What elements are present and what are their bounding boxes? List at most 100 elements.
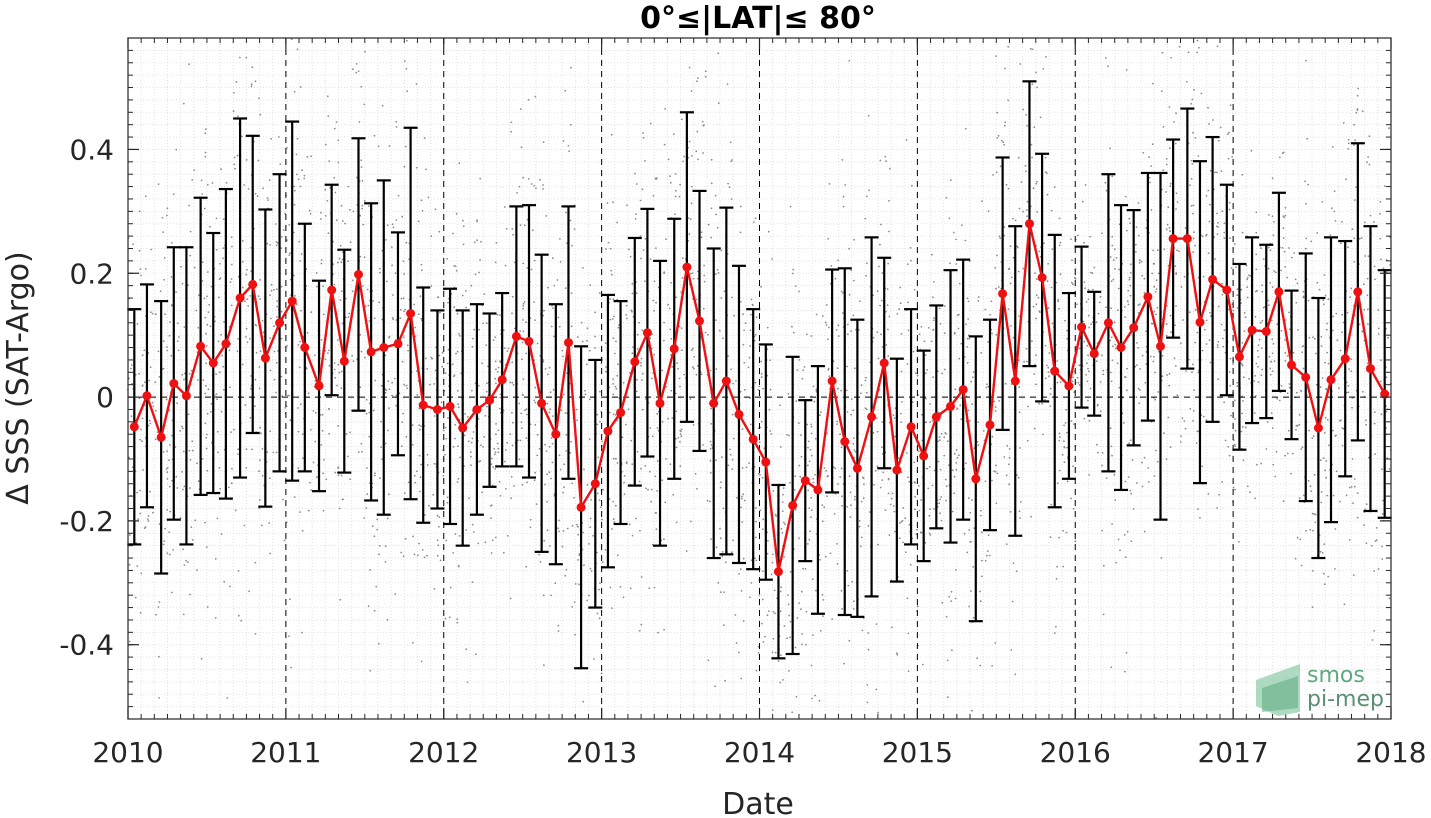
scatter-point [994, 642, 997, 644]
scatter-point [927, 487, 930, 490]
scatter-point [850, 413, 852, 416]
scatter-point [1066, 329, 1068, 332]
scatter-point [506, 534, 509, 537]
scatter-point [456, 312, 459, 315]
scatter-point [638, 629, 641, 632]
scatter-point [879, 159, 882, 162]
scatter-point [827, 238, 830, 240]
scatter-point [821, 520, 824, 523]
scatter-point [1356, 94, 1359, 97]
scatter-point [1101, 354, 1103, 357]
scatter-point [1313, 513, 1316, 515]
mean-point [590, 479, 600, 489]
scatter-point [1229, 384, 1232, 387]
x-tick-label: 2012 [408, 736, 479, 769]
scatter-point [162, 543, 165, 546]
scatter-point [750, 313, 752, 316]
scatter-point [384, 561, 387, 563]
scatter-point [1039, 116, 1042, 119]
scatter-point [1254, 497, 1256, 500]
scatter-point [257, 159, 260, 162]
scatter-point [840, 589, 843, 592]
scatter-point [1200, 92, 1203, 95]
scatter-point [351, 290, 354, 293]
scatter-point [612, 393, 615, 396]
scatter-point [924, 372, 927, 375]
scatter-point [656, 490, 658, 492]
scatter-point [757, 645, 760, 648]
scatter-point [1092, 288, 1094, 291]
scatter-point [876, 430, 879, 433]
scatter-point [795, 695, 798, 698]
scatter-point [714, 685, 716, 688]
scatter-point [1017, 270, 1020, 273]
scatter-point [237, 448, 240, 451]
scatter-point [1234, 429, 1237, 432]
scatter-point [315, 272, 318, 274]
scatter-point [767, 539, 769, 542]
scatter-point [625, 317, 628, 320]
scatter-point [631, 352, 634, 355]
scatter-point [1139, 368, 1141, 370]
scatter-point [894, 530, 896, 533]
scatter-point [522, 319, 524, 321]
scatter-point [565, 568, 568, 571]
scatter-point [254, 80, 257, 83]
scatter-point [204, 155, 207, 158]
scatter-point [447, 417, 449, 419]
mean-point [695, 316, 704, 326]
scatter-point [266, 197, 269, 199]
scatter-point [812, 477, 815, 480]
scatter-point [946, 440, 949, 443]
scatter-point [741, 428, 744, 430]
scatter-point [1227, 446, 1230, 448]
scatter-point [191, 179, 194, 181]
scatter-point [920, 531, 923, 534]
scatter-point [273, 288, 275, 291]
scatter-point [846, 323, 849, 326]
scatter-point [1169, 314, 1172, 317]
scatter-point [462, 219, 464, 222]
mean-point [248, 279, 258, 289]
scatter-point [955, 462, 958, 464]
scatter-point [275, 361, 278, 364]
scatter-point [568, 150, 570, 153]
scatter-point [807, 543, 809, 545]
scatter-point [1307, 479, 1310, 482]
scatter-point [438, 516, 441, 518]
scatter-point [322, 509, 325, 512]
scatter-point [800, 455, 803, 458]
scatter-point [1284, 319, 1287, 321]
scatter-point [1244, 426, 1247, 429]
scatter-point [610, 273, 613, 276]
scatter-point [766, 326, 769, 329]
scatter-point [796, 369, 799, 371]
scatter-point [309, 481, 311, 484]
scatter-point [1358, 323, 1361, 326]
scatter-point [188, 449, 191, 452]
scatter-point [1193, 231, 1195, 234]
scatter-point [719, 486, 722, 489]
scatter-point [1234, 399, 1236, 402]
scatter-point [1334, 220, 1337, 222]
scatter-point [998, 400, 1001, 402]
scatter-point [678, 195, 681, 198]
scatter-point [254, 561, 257, 564]
scatter-point [457, 403, 460, 406]
scatter-point [987, 210, 990, 213]
scatter-point [1335, 470, 1338, 473]
scatter-point [170, 242, 173, 244]
scatter-point [466, 681, 469, 683]
scatter-point [1368, 163, 1371, 166]
scatter-point [853, 238, 855, 241]
scatter-point [335, 121, 338, 123]
scatter-point [993, 400, 996, 403]
scatter-point [1096, 403, 1099, 406]
scatter-point [139, 268, 142, 270]
scatter-point [710, 236, 713, 239]
mean-point [867, 412, 877, 422]
scatter-point [824, 555, 827, 558]
scatter-point [1307, 183, 1310, 186]
scatter-point [527, 178, 530, 180]
scatter-point [1208, 203, 1211, 206]
